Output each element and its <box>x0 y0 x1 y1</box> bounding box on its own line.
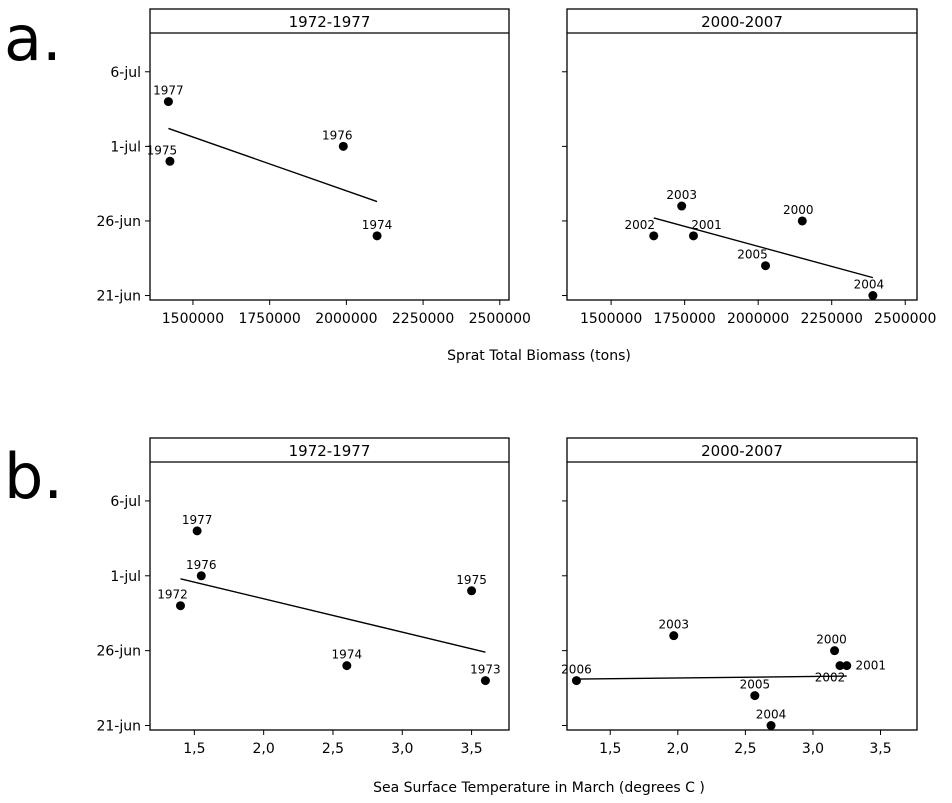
x-tick-label: 1750000 <box>238 311 300 327</box>
data-point-1973 <box>480 676 490 686</box>
data-point-2000 <box>830 646 840 656</box>
data-point-2002 <box>649 231 659 241</box>
point-label-1977: 1977 <box>182 513 213 527</box>
x-tick-label: 3,5 <box>460 741 482 757</box>
point-label-1973: 1973 <box>470 663 501 677</box>
data-point-2003 <box>677 201 687 211</box>
point-label-1977: 1977 <box>153 84 184 98</box>
x-tick-label: 2,0 <box>253 741 275 757</box>
y-tick-label: 6-jul <box>110 494 141 510</box>
data-point-1975 <box>165 156 175 166</box>
data-point-1974 <box>372 231 382 241</box>
data-point-2003 <box>669 631 679 641</box>
panel-a-2000-2007-frame <box>566 8 918 301</box>
point-label-2001: 2001 <box>691 218 722 232</box>
x-tick-label: 2000000 <box>727 311 789 327</box>
data-point-1977 <box>163 97 173 107</box>
x-tick-label: 2250000 <box>392 311 454 327</box>
x-tick-label: 1,5 <box>183 741 205 757</box>
y-tick-label: 1-jul <box>110 569 141 585</box>
data-point-1977 <box>192 526 202 536</box>
data-point-2001 <box>842 661 852 671</box>
point-label-1974: 1974 <box>362 218 393 232</box>
x-tick-label: 3,0 <box>391 741 413 757</box>
point-label-1976: 1976 <box>322 128 353 142</box>
panel-b-1972-1977-frame <box>149 437 510 731</box>
x-tick-label: 1,5 <box>599 741 621 757</box>
data-point-1974 <box>342 661 352 671</box>
data-point-2004 <box>868 291 878 301</box>
x-tick-label: 3,5 <box>869 741 891 757</box>
x-tick-label: 1500000 <box>580 311 642 327</box>
y-tick-label: 6-jul <box>110 65 141 81</box>
data-point-1972 <box>175 601 185 611</box>
data-point-2006 <box>571 676 581 686</box>
point-label-1972: 1972 <box>157 588 188 602</box>
panel-a-label: a. <box>4 2 62 75</box>
panel-b-label: b. <box>4 440 63 513</box>
panel-b-2000-2007-facet-title: 2000-2007 <box>701 442 783 460</box>
x-tick-label: 2,0 <box>667 741 689 757</box>
point-label-2003: 2003 <box>666 188 697 202</box>
y-tick-label: 21-jun <box>96 289 141 305</box>
x-axis-title-a: Sprat Total Biomass (tons) <box>447 348 631 364</box>
point-label-1976: 1976 <box>186 558 217 572</box>
point-label-2004: 2004 <box>854 278 885 292</box>
data-point-1976 <box>196 571 206 581</box>
fit-line <box>576 675 847 680</box>
y-tick-label: 21-jun <box>96 719 141 735</box>
data-point-2004 <box>766 721 776 731</box>
data-point-2001 <box>688 231 698 241</box>
point-label-2004: 2004 <box>756 708 787 722</box>
y-tick-label: 26-jun <box>96 214 141 230</box>
point-label-2000: 2000 <box>783 203 814 217</box>
point-label-1975: 1975 <box>147 143 178 157</box>
panel-a-2000-2007-facet-title: 2000-2007 <box>701 13 783 31</box>
fit-line <box>180 578 486 653</box>
x-tick-label: 2500000 <box>469 311 531 327</box>
x-tick-label: 2250000 <box>801 311 863 327</box>
fit-line <box>653 217 874 279</box>
x-tick-label: 1750000 <box>653 311 715 327</box>
x-tick-label: 2500000 <box>874 311 936 327</box>
y-tick-label: 26-jun <box>96 644 141 660</box>
point-label-2002: 2002 <box>624 218 655 232</box>
y-tick-label: 1-jul <box>110 139 141 155</box>
x-tick-label: 1500000 <box>162 311 224 327</box>
data-point-2005 <box>761 261 771 271</box>
point-label-2006: 2006 <box>561 663 592 677</box>
point-label-2005: 2005 <box>737 248 768 262</box>
data-point-1976 <box>338 141 348 151</box>
point-label-1975: 1975 <box>456 573 487 587</box>
x-axis-title-b: Sea Surface Temperature in March (degree… <box>373 780 705 796</box>
x-tick-label: 2,5 <box>734 741 756 757</box>
data-point-1975 <box>467 586 477 596</box>
point-label-1974: 1974 <box>332 648 363 662</box>
panel-b-1972-1977-facet-title: 1972-1977 <box>289 442 371 460</box>
data-point-2005 <box>750 691 760 701</box>
x-tick-label: 2000000 <box>315 311 377 327</box>
point-label-2001: 2001 <box>855 659 886 673</box>
point-label-2003: 2003 <box>658 618 689 632</box>
panel-b-2000-2007-frame <box>566 437 918 731</box>
point-label-2002: 2002 <box>815 671 846 685</box>
point-label-2000: 2000 <box>816 633 847 647</box>
data-point-2002 <box>835 661 845 671</box>
fit-line <box>168 127 378 203</box>
panel-a-1972-1977-frame <box>149 8 510 301</box>
data-point-2000 <box>797 216 807 226</box>
panel-a-1972-1977-facet-title: 1972-1977 <box>289 13 371 31</box>
x-tick-label: 2,5 <box>322 741 344 757</box>
point-label-2005: 2005 <box>740 678 771 692</box>
x-tick-label: 3,0 <box>802 741 824 757</box>
